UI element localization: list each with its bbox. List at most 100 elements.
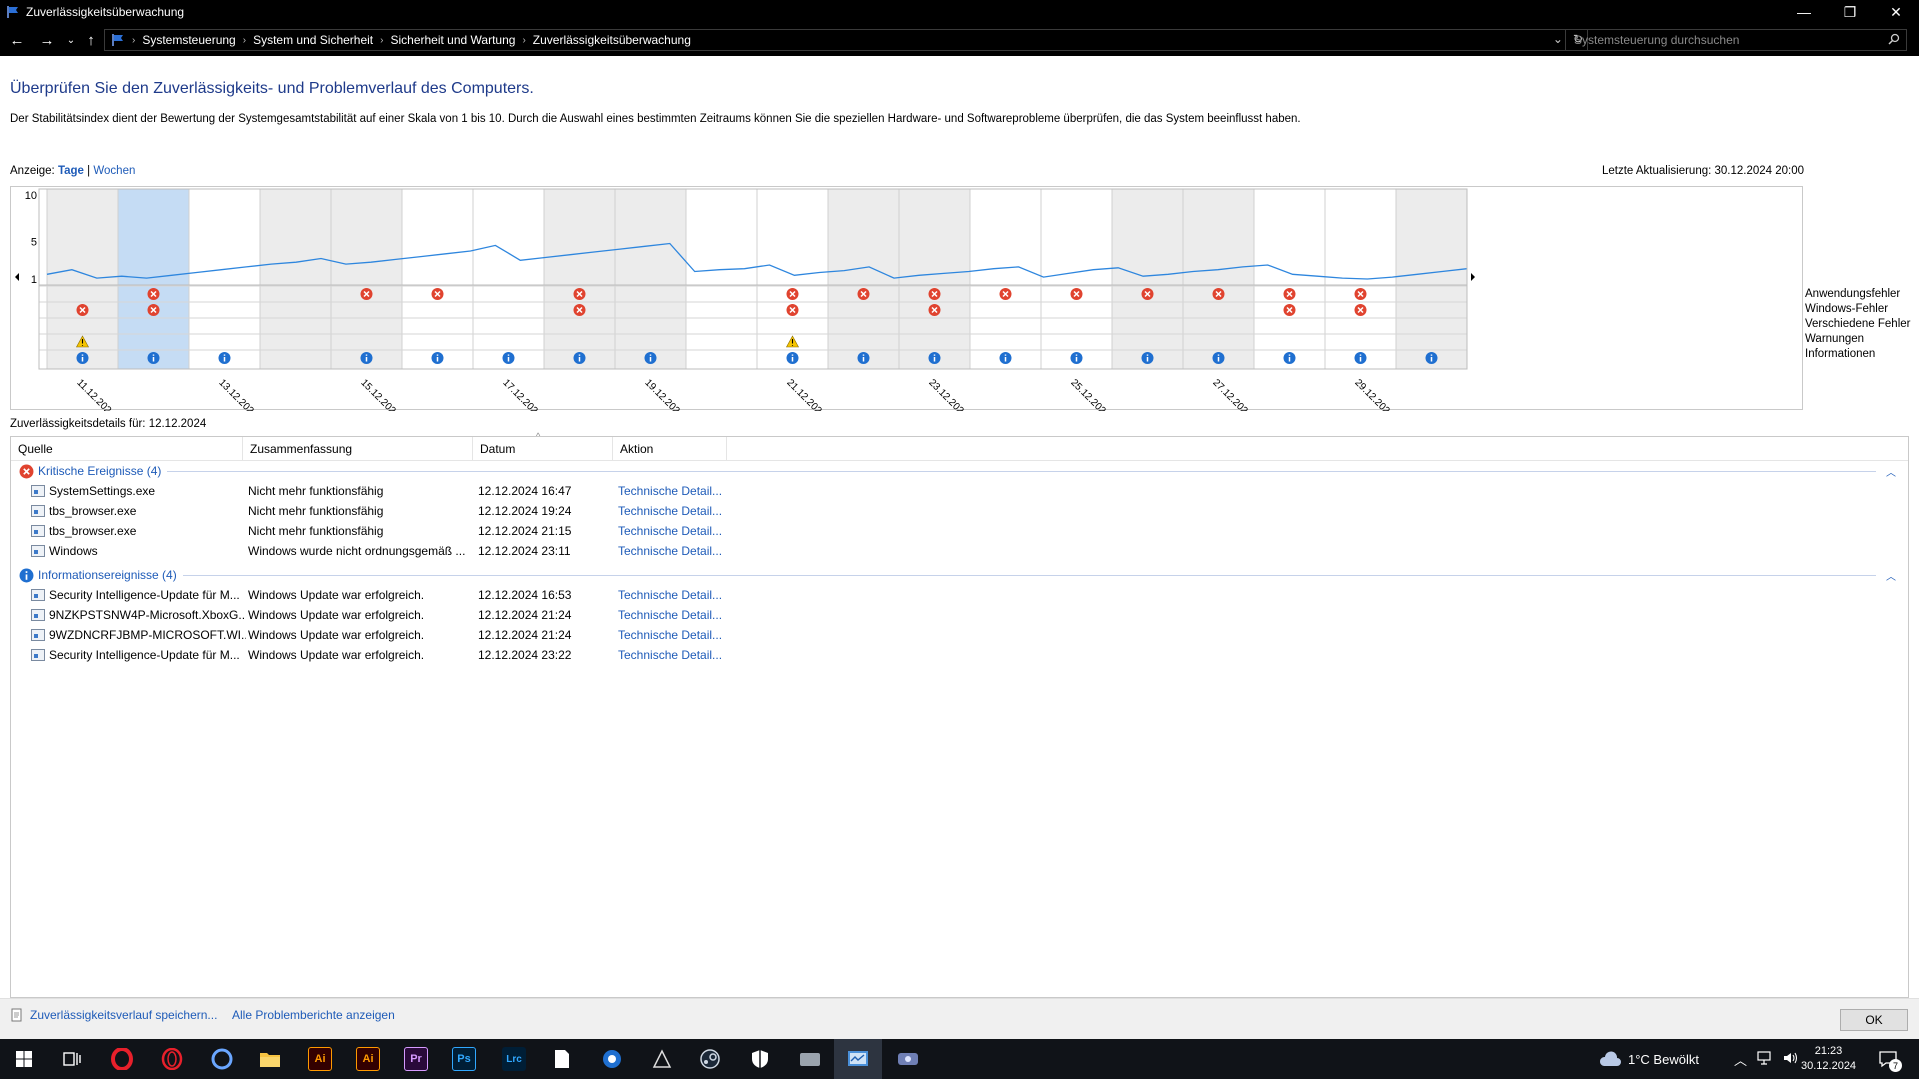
forward-arrow-icon[interactable]: → (39, 31, 55, 49)
document-icon[interactable] (550, 1047, 574, 1071)
table-row[interactable]: SystemSettings.exe Nicht mehr funktionsf… (11, 481, 1908, 501)
group-critical-events[interactable]: Kritische Ereignisse (4) ︿ (11, 461, 1908, 481)
steam-icon[interactable] (698, 1047, 722, 1071)
app-icon[interactable] (600, 1047, 624, 1071)
search-input[interactable]: Systemsteuerung durchsuchen (1565, 29, 1907, 51)
lightroom-classic-icon[interactable]: Lrc (502, 1047, 526, 1071)
group-information-events[interactable]: Informationsereignisse (4) ︿ (11, 565, 1908, 585)
file-explorer-icon[interactable] (258, 1047, 282, 1071)
reliability-chart-svg[interactable]: 10 5 1 11.12.2024 13.12.2024 15.12.2024 17.12.… (11, 187, 1804, 411)
search-icon[interactable] (1888, 33, 1900, 48)
technical-details-link[interactable]: Technische Detail... (618, 504, 723, 518)
weather-widget[interactable]: 1°C Bewölkt (1598, 1039, 1699, 1079)
notification-center[interactable]: 7 (1878, 1039, 1902, 1079)
error-icon-cross (576, 290, 583, 298)
column-header-source[interactable]: Quelle (11, 437, 243, 461)
table-row[interactable]: Windows Windows wurde nicht ordnungsgemä… (11, 541, 1908, 561)
app-icon[interactable] (896, 1047, 920, 1071)
save-history-link[interactable]: Zuverlässigkeitsverlauf speichern... (10, 1008, 217, 1022)
view-days-link[interactable]: Tage (57, 165, 84, 177)
date-tick-label: 27.12.2024 (1210, 377, 1253, 411)
technical-details-link[interactable]: Technische Detail... (618, 484, 723, 498)
reliability-chart[interactable]: 10 5 1 11.12.2024 13.12.2024 15.12.2024 17.12.… (10, 186, 1804, 411)
application-icon (31, 525, 45, 537)
premiere-icon[interactable]: Pr (404, 1047, 428, 1071)
row-source: tbs_browser.exe (49, 524, 137, 538)
row-summary: Nicht mehr funktionsfähig (248, 484, 384, 498)
table-row[interactable]: tbs_browser.exe Nicht mehr funktionsfähi… (11, 501, 1908, 521)
opera-gx-icon[interactable] (110, 1047, 134, 1071)
technical-details-link[interactable]: Technische Detail... (618, 544, 723, 558)
column-header-action[interactable]: Aktion (613, 437, 727, 461)
date-tick-label: 15.12.2024 (358, 377, 401, 411)
collapse-chevron-icon[interactable]: ︿ (1886, 467, 1896, 479)
address-box[interactable]: › Systemsteuerung › System und Sicherhei… (104, 29, 1588, 51)
table-row[interactable]: 9WZDNCRFJBMP-MICROSOFT.WI... Windows Upd… (11, 625, 1908, 645)
row-source: Security Intelligence-Update für M... (49, 648, 240, 662)
reliability-monitor-icon[interactable] (846, 1047, 870, 1071)
error-icon-cross (1357, 290, 1364, 298)
column-header-summary[interactable]: Zusammenfassung (243, 437, 473, 461)
technical-details-link[interactable]: Technische Detail... (618, 608, 723, 622)
task-view-icon[interactable] (60, 1047, 84, 1071)
column-header-date[interactable]: Datum (473, 437, 613, 461)
view-weeks-link[interactable]: Wochen (93, 165, 136, 177)
application-icon (31, 649, 45, 661)
dropdown-chevron-icon[interactable]: ⌄ (1552, 32, 1563, 46)
opera-icon[interactable] (160, 1047, 184, 1071)
up-arrow-icon[interactable]: ↑ (87, 31, 95, 49)
technical-details-link[interactable]: Technische Detail... (618, 524, 723, 538)
minimize-button[interactable]: — (1797, 4, 1811, 20)
table-row[interactable]: Security Intelligence-Update für M... Wi… (11, 645, 1908, 665)
date-tick-label: 17.12.2024 (500, 377, 543, 411)
app-icon[interactable] (798, 1047, 822, 1071)
close-button[interactable]: ✕ (1890, 3, 1902, 20)
row-summary: Nicht mehr funktionsfähig (248, 524, 384, 538)
details-list[interactable]: Quelle Zusammenfassung Datum ^ Aktion Kr… (10, 431, 1909, 998)
breadcrumb-item[interactable]: System und Sicherheit (253, 33, 374, 47)
technical-details-link[interactable]: Technische Detail... (618, 648, 723, 662)
table-row[interactable]: tbs_browser.exe Nicht mehr funktionsfähi… (11, 521, 1908, 541)
legend-warnings: Warnungen (1805, 333, 1865, 345)
breadcrumb-item[interactable]: Sicherheit und Wartung (390, 33, 516, 47)
cloud-icon (1598, 1051, 1622, 1067)
recent-chevron-icon[interactable]: ⌄ (66, 34, 76, 46)
tray-overflow-chevron-icon[interactable]: ︿ (1734, 1052, 1748, 1068)
sort-ascending-icon: ^ (536, 431, 541, 441)
volume-icon[interactable] (1783, 1051, 1799, 1068)
date-tick-label: 19.12.2024 (642, 377, 685, 411)
clock-time: 21:23 (1814, 1045, 1843, 1057)
error-icon-cross (1002, 290, 1009, 298)
technical-details-link[interactable]: Technische Detail... (618, 588, 723, 602)
title-bar: Zuverlässigkeitsüberwachung — ❐ ✕ (0, 0, 1919, 24)
illustrator-icon[interactable]: Ai (356, 1047, 380, 1071)
table-row[interactable]: Security Intelligence-Update für M... Wi… (11, 585, 1908, 605)
ok-button[interactable]: OK (1840, 1009, 1908, 1031)
start-icon[interactable] (12, 1047, 36, 1071)
maximize-button[interactable]: ❐ (1843, 3, 1857, 20)
scroll-left-arrow-icon[interactable] (15, 273, 19, 281)
cortana-icon[interactable] (210, 1047, 234, 1071)
breadcrumb-item[interactable]: Zuverlässigkeitsüberwachung (532, 33, 691, 47)
breadcrumb-item[interactable]: Systemsteuerung (142, 33, 236, 47)
game-icon[interactable] (650, 1047, 674, 1071)
error-icon-cross (931, 290, 938, 298)
back-arrow-icon[interactable]: ← (9, 31, 25, 49)
save-history-label: Zuverlässigkeitsverlauf speichern... (30, 1008, 218, 1022)
view-selector: Anzeige: Tage | Wochen (10, 165, 135, 177)
application-icon (31, 629, 45, 641)
illustrator-icon[interactable]: Ai (308, 1047, 332, 1071)
photoshop-icon[interactable]: Ps (452, 1047, 476, 1071)
refresh-icon[interactable]: ↻ (1572, 32, 1583, 46)
security-icon[interactable] (748, 1047, 772, 1071)
all-reports-link[interactable]: Alle Problemberichte anzeigen (232, 1008, 395, 1022)
collapse-chevron-icon[interactable]: ︿ (1886, 571, 1896, 583)
technical-details-link[interactable]: Technische Detail... (618, 628, 723, 642)
row-date: 12.12.2024 16:53 (478, 588, 572, 602)
row-date: 12.12.2024 21:24 (478, 608, 572, 622)
scroll-right-arrow-icon[interactable] (1471, 273, 1475, 281)
table-row[interactable]: 9NZKPSTSNW4P-Microsoft.XboxG... Windows … (11, 605, 1908, 625)
network-icon[interactable] (1757, 1050, 1773, 1068)
day-column (473, 189, 544, 369)
taskbar-clock[interactable]: 21:23 30.12.2024 (1801, 1044, 1856, 1074)
